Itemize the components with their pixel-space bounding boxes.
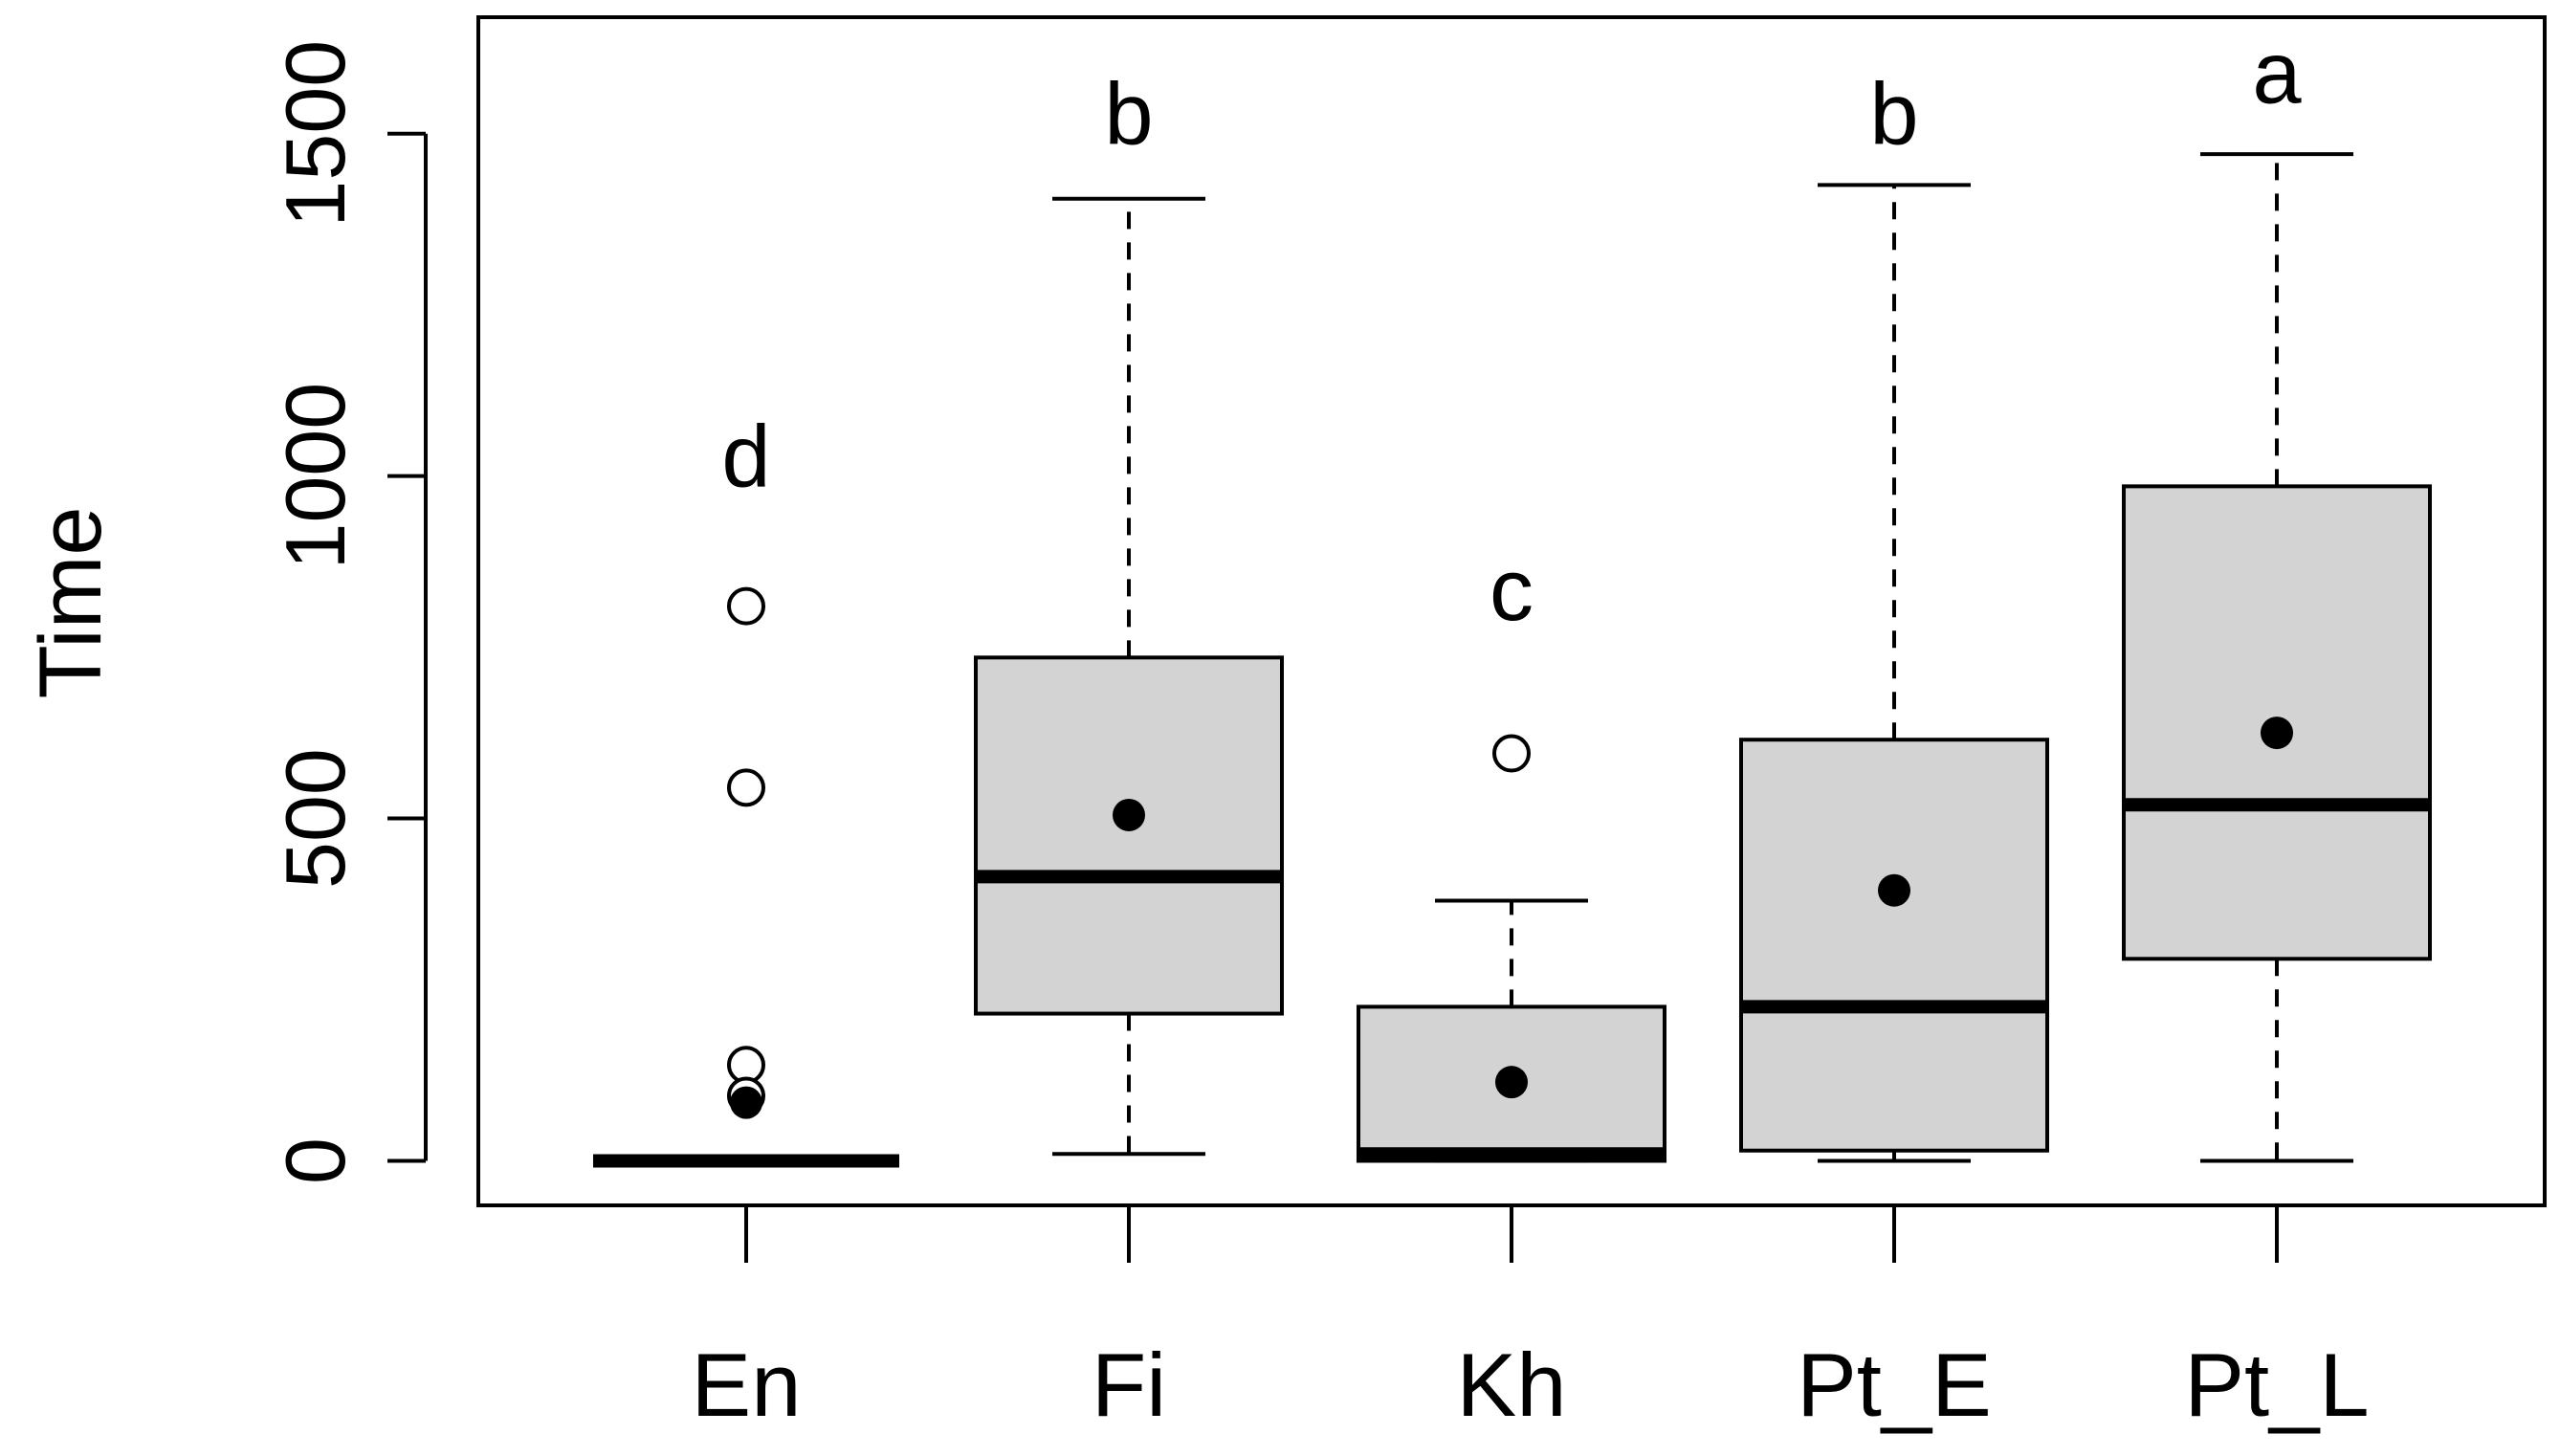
mean-point [2261,717,2293,750]
y-tick-label: 1500 [268,40,363,228]
y-axis-title: Time [22,506,120,698]
mean-point [1878,873,1910,907]
iqr-box [1739,738,2049,1153]
group-letter: c [1490,541,1534,639]
group-letter: b [1104,65,1153,163]
mean-point [1495,1066,1528,1099]
x-tick-label: Kh [1457,1335,1567,1435]
box-En: d [593,408,899,1168]
iqr-box [974,655,1284,1016]
x-tick-label: Pt_E [1797,1335,1992,1435]
outlier-point [1492,734,1531,773]
group-letter: b [1869,65,1918,163]
box-Fi: b [974,65,1284,1157]
plot-frame [476,15,2547,1207]
axes-layer: 0 500 1000 1500 En Fi Kh Pt_E Pt_L [268,40,2370,1435]
x-tick-label: Fi [1092,1335,1166,1435]
x-tick-label: Pt_L [2184,1335,2369,1435]
x-tick-label: En [692,1335,802,1435]
outlier-point [727,586,765,626]
group-letter: a [2252,24,2302,121]
y-tick-label: 0 [268,1137,363,1184]
mean-point [1113,798,1145,831]
group-letter: d [721,408,770,505]
boxes-layer: d b c b a [593,24,2432,1168]
box-Pt_E: b [1739,65,2049,1163]
y-tick-label: 1000 [268,383,363,570]
y-tick-label: 500 [268,748,363,889]
box-Pt_L: a [2122,24,2432,1163]
mean-point [730,1086,762,1119]
outlier-point [727,768,765,807]
box-Kh: c [1357,541,1666,1163]
